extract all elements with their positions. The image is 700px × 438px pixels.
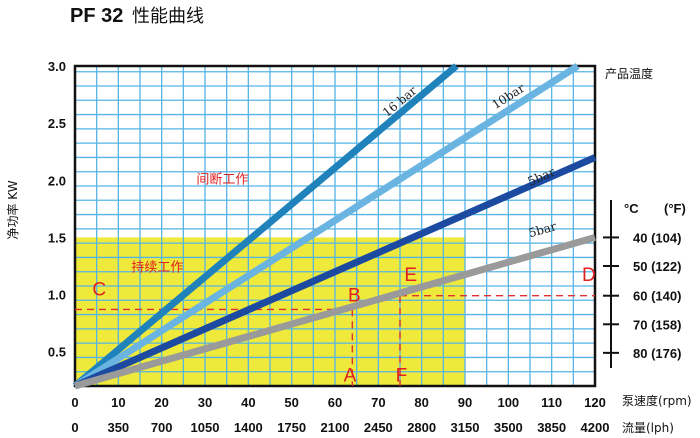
temperature-row-label: 40 (104) (633, 230, 681, 245)
x-tick-label-lph: 3850 (537, 420, 566, 435)
x-tick-label-lph: 2100 (321, 420, 350, 435)
x-tick-label-rpm: 70 (371, 395, 385, 410)
plot-frame (73, 64, 597, 388)
y-tick-label: 1.0 (48, 288, 66, 303)
y-axis-label: 净功率 KW (5, 180, 20, 239)
x-tick-label-lph: 2450 (364, 420, 393, 435)
x-tick-label-rpm: 30 (198, 395, 212, 410)
zone-label-continuous: 持续工作 (131, 261, 183, 276)
point-label-a: A (344, 365, 357, 386)
y-tick-label: 2.5 (48, 116, 66, 131)
y-tick-label: 0.5 (48, 345, 66, 360)
point-label-f: F (396, 365, 408, 386)
x-tick-label-rpm: 20 (154, 395, 168, 410)
temperature-row-label: 70 (158) (633, 317, 681, 332)
x-tick-label-rpm: 0 (71, 395, 78, 410)
temperature-title: 产品温度 (605, 66, 653, 81)
point-label-e: E (404, 265, 417, 286)
y-tick-label: 2.0 (48, 173, 66, 188)
temperature-header-f: (°F) (664, 201, 686, 216)
temperature-row-label: 60 (140) (633, 289, 681, 304)
plot-area: 16 bar 10bar5bar5bar间断工作持续工作ABCDEF0.51.01… (5, 59, 692, 435)
x-tick-label-lph: 1050 (191, 420, 220, 435)
x-tick-label-lph: 350 (107, 420, 129, 435)
y-tick-label: 3.0 (48, 59, 66, 74)
temperature-row-label: 50 (122) (633, 259, 681, 274)
series-line-1 (72, 63, 459, 389)
x-axis-label-rpm: 泵速度(rpm) (622, 393, 692, 408)
x-tick-label-lph: 700 (151, 420, 173, 435)
x-tick-label-rpm: 90 (458, 395, 472, 410)
zone-label-intermittent: 间断工作 (196, 173, 248, 188)
x-tick-label-lph: 2800 (407, 420, 436, 435)
point-label-b: B (348, 285, 361, 306)
y-tick-label: 1.5 (48, 230, 66, 245)
x-tick-label-lph: 4200 (581, 420, 610, 435)
x-tick-label-rpm: 40 (241, 395, 255, 410)
x-tick-label-lph: 3150 (451, 420, 480, 435)
x-tick-label-lph: 3500 (494, 420, 523, 435)
x-tick-label-lph: 0 (71, 420, 78, 435)
series-line-2 (73, 63, 580, 389)
point-label-d: D (582, 265, 596, 286)
x-tick-label-lph: 1400 (234, 420, 263, 435)
chart-title-text: 性能曲线 (132, 6, 204, 27)
x-tick-label-rpm: 120 (584, 395, 606, 410)
temperature-header-c: °C (624, 201, 639, 216)
series-line-3 (73, 154, 597, 390)
x-tick-label-lph: 1750 (277, 420, 306, 435)
x-tick-label-rpm: 80 (414, 395, 428, 410)
x-tick-label-rpm: 50 (284, 395, 298, 410)
series-label-4: 5bar (527, 219, 558, 240)
x-tick-label-rpm: 10 (111, 395, 125, 410)
temperature-row-label: 80 (176) (633, 346, 681, 361)
x-axis-label-lph: 流量(lph) (622, 421, 674, 435)
x-tick-label-rpm: 110 (541, 395, 562, 410)
x-tick-label-rpm: 60 (328, 395, 342, 410)
point-label-c: C (92, 280, 106, 301)
x-tick-label-rpm: 100 (497, 395, 519, 410)
chart-title-model: PF 32 (70, 5, 123, 27)
series-line-4 (74, 234, 596, 390)
